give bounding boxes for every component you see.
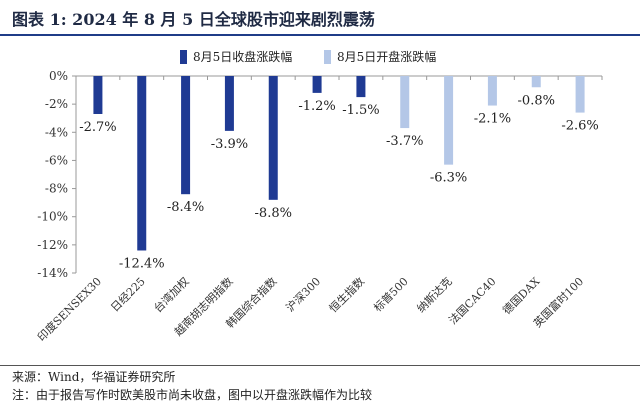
category-label: 日经225	[108, 275, 148, 315]
category-label: 恒生指数	[326, 274, 367, 315]
legend-swatch-close	[180, 49, 187, 64]
data-label: -1.2%	[298, 99, 335, 114]
bar	[268, 76, 278, 200]
bar	[444, 76, 454, 165]
bar	[312, 76, 322, 93]
data-label: -0.8%	[518, 93, 555, 108]
data-label: -12.4%	[119, 256, 165, 271]
bar	[531, 76, 541, 88]
data-label: -2.1%	[474, 112, 511, 127]
bar	[575, 76, 585, 113]
category-label: 沪深300	[283, 274, 323, 314]
legend-item-open: 8月5日开盘涨跌幅	[324, 48, 436, 65]
y-tick-label: -4%	[45, 125, 68, 139]
bar	[400, 76, 410, 129]
category-label: 纳斯达克	[414, 275, 454, 315]
y-tick-label: -8%	[45, 182, 68, 196]
category-label: 法国CAC40	[446, 274, 499, 327]
y-tick-label: -14%	[37, 266, 68, 280]
bar	[487, 76, 497, 106]
title-bar: 图表 1: 2024 年 8 月 5 日全球股市迎来剧烈震荡	[0, 0, 640, 36]
y-tick-label: 0%	[49, 69, 68, 83]
data-label: -6.3%	[430, 171, 467, 186]
bar	[224, 76, 234, 131]
category-label: 印度SENSEX30	[34, 274, 104, 344]
legend-label-open: 8月5日开盘涨跌幅	[337, 50, 437, 64]
chart-title: 图表 1: 2024 年 8 月 5 日全球股市迎来剧烈震荡	[12, 10, 375, 29]
legend-swatch-open	[324, 49, 331, 64]
footer-rule	[0, 365, 640, 366]
bar	[137, 76, 147, 251]
data-label: -2.6%	[561, 119, 598, 134]
category-label: 德国DAX	[500, 274, 543, 317]
category-label: 台湾加权	[151, 274, 192, 315]
data-label: -8.4%	[167, 200, 204, 215]
y-tick-label: -10%	[37, 210, 68, 224]
y-tick-label: -6%	[45, 153, 68, 167]
source-note: 来源：Wind，华福证券研究所	[12, 370, 176, 384]
footnote: 注：由于报告写作时欧美股市尚未收盘，图中以开盘涨跌幅作为比较	[12, 388, 373, 402]
title-rule	[0, 34, 640, 36]
data-label: -8.8%	[255, 206, 292, 221]
y-tick-label: -2%	[45, 97, 68, 111]
category-label: 标普500	[371, 274, 411, 314]
legend-label-close: 8月5日收盘涨跌幅	[193, 50, 293, 64]
data-label: -2.7%	[79, 120, 116, 135]
data-label: -3.9%	[211, 137, 248, 152]
y-tick-label: -12%	[37, 238, 68, 252]
bar	[356, 76, 366, 98]
bar	[181, 76, 191, 195]
data-label: -1.5%	[342, 103, 379, 118]
bar	[93, 76, 103, 114]
legend-item-close: 8月5日收盘涨跌幅	[180, 48, 292, 65]
data-label: -3.7%	[386, 134, 423, 149]
